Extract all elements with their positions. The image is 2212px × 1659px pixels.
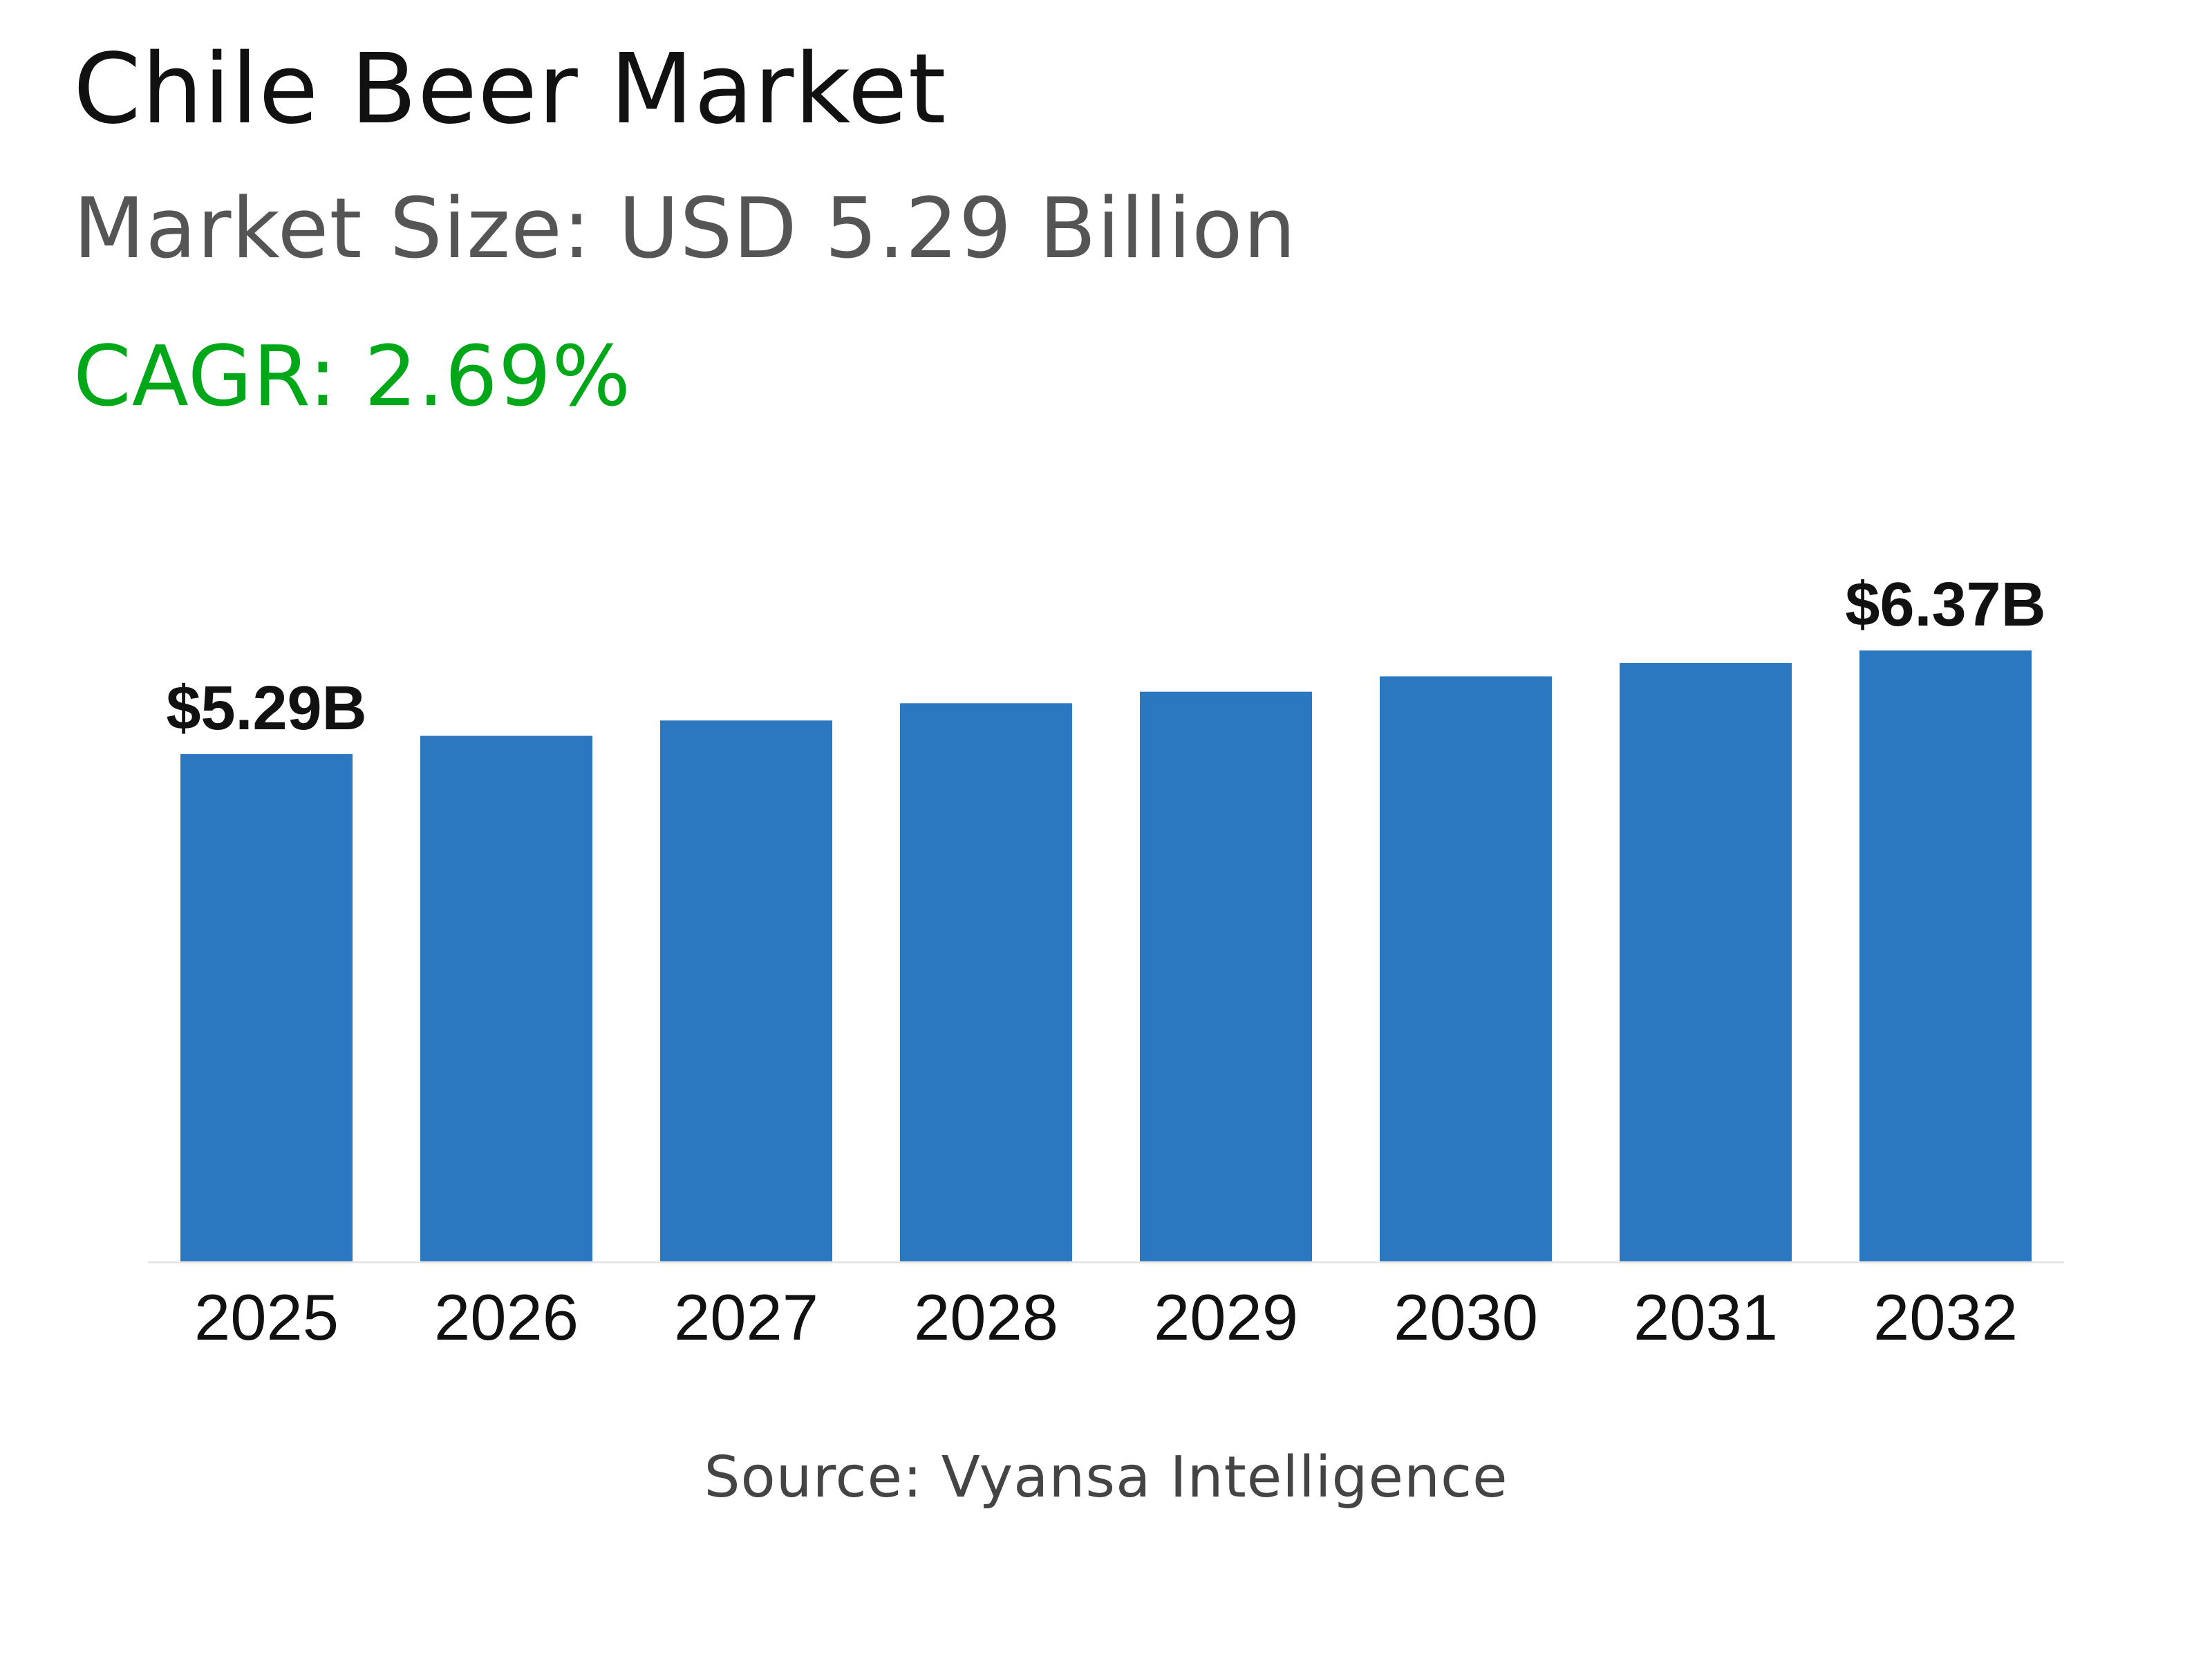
bar-2028: [900, 703, 1072, 1262]
source-note: Source: Vyansa Intelligence: [704, 1445, 1508, 1510]
x-tick-label: 2032: [1873, 1281, 2018, 1353]
bar-2029: [1140, 691, 1312, 1262]
bar-2032: [1859, 650, 2032, 1262]
x-tick-label: 2028: [914, 1281, 1058, 1353]
bar-2025: [180, 753, 353, 1262]
market-size-subtitle: Market Size: USD 5.29 Billion: [73, 181, 1297, 277]
x-tick-label: 2026: [434, 1281, 579, 1353]
cagr-label: CAGR: 2.69%: [73, 329, 632, 425]
data-label: $6.37B: [1845, 570, 2045, 639]
data-label: $5.29B: [166, 674, 366, 743]
bar-2031: [1620, 663, 1792, 1262]
x-tick-label: 2031: [1633, 1281, 1778, 1353]
x-tick-label: 2030: [1394, 1281, 1538, 1353]
chart-title: Chile Beer Market: [73, 33, 947, 146]
x-tick-label: 2029: [1154, 1281, 1298, 1353]
bar-2026: [420, 735, 592, 1262]
bar-2030: [1380, 676, 1552, 1262]
x-tick-label: 2025: [194, 1281, 339, 1353]
x-tick-label: 2027: [674, 1281, 818, 1353]
bar-2027: [660, 720, 832, 1262]
